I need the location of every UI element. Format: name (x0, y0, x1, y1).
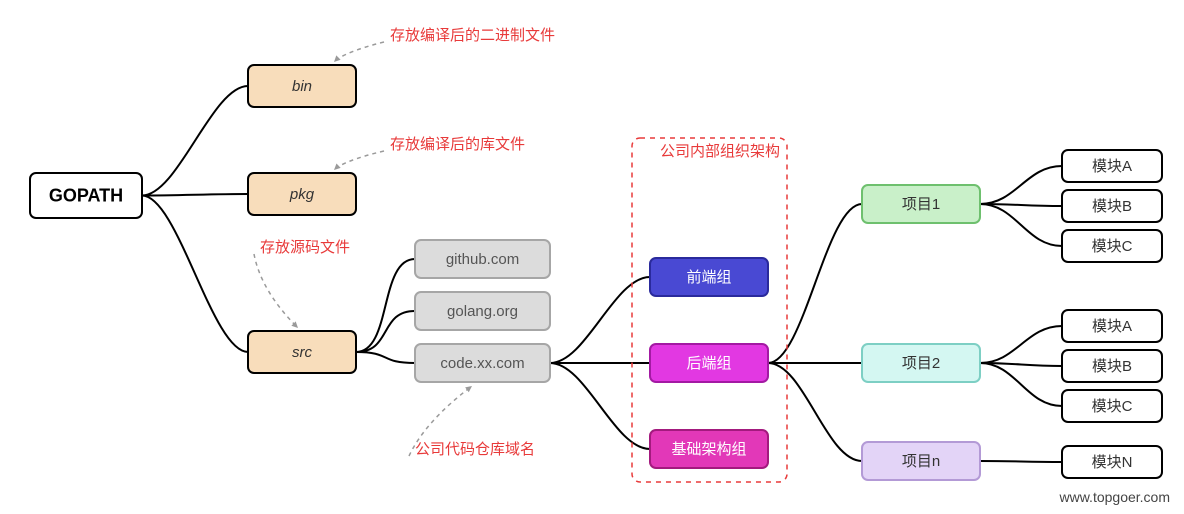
edge-proj2-m2c (980, 363, 1062, 406)
edge-src-codexx (356, 352, 415, 363)
annotation-ann_code: 公司代码仓库域名 (415, 441, 535, 458)
node-label-infra: 基础架构组 (671, 441, 746, 458)
node-label-proj2: 项目2 (902, 355, 940, 372)
node-label-github: github.com (446, 251, 519, 268)
annotation-arrow-ann_bin (334, 42, 384, 62)
nodes-layer: GOPATH bin pkg src github.com golang.org code.… (30, 65, 1162, 480)
node-m1a: 模块A (1062, 150, 1162, 182)
annotation-arrowhead-ann_src (291, 321, 298, 328)
node-label-gopath: GOPATH (49, 185, 123, 205)
node-src: src (248, 331, 356, 373)
node-label-m1b: 模块B (1092, 198, 1132, 215)
node-label-backend: 后端组 (686, 355, 731, 372)
edge-gopath-src (142, 196, 248, 353)
node-golang: golang.org (415, 292, 550, 330)
edge-gopath-pkg (142, 194, 248, 196)
annotation-arrow-ann_src (254, 254, 298, 328)
node-m1b: 模块B (1062, 190, 1162, 222)
node-label-src: src (292, 344, 312, 361)
edges-layer (142, 86, 1062, 462)
node-proj1: 项目1 (862, 185, 980, 223)
node-proj2: 项目2 (862, 344, 980, 382)
diagram-canvas: 公司内部组织架构 存放编译后的二进制文件存放编译后的库文件存放源码文件公司代码仓库… (0, 0, 1184, 514)
node-infra: 基础架构组 (650, 430, 768, 468)
node-label-m2a: 模块A (1092, 318, 1132, 335)
edge-codexx-infra (550, 363, 650, 449)
annotation-ann_bin: 存放编译后的二进制文件 (390, 27, 555, 44)
edge-src-github (356, 259, 415, 352)
annotation-ann_src: 存放源码文件 (260, 239, 350, 256)
annotation-arrowhead-ann_code (465, 386, 472, 392)
node-github: github.com (415, 240, 550, 278)
node-label-pkg: pkg (289, 186, 315, 203)
edge-proj2-m2a (980, 326, 1062, 363)
node-m1c: 模块C (1062, 230, 1162, 262)
node-mnN: 模块N (1062, 446, 1162, 478)
node-label-frontend: 前端组 (686, 269, 731, 286)
node-m2c: 模块C (1062, 390, 1162, 422)
annotation-arrow-ann_pkg (334, 151, 384, 170)
node-label-projn: 项目n (902, 453, 940, 470)
edge-backend-projn (768, 363, 862, 461)
node-label-m2c: 模块C (1092, 398, 1133, 415)
edge-projn-mnN (980, 461, 1062, 462)
annotation-arrowhead-ann_pkg (334, 163, 341, 170)
edge-backend-proj1 (768, 204, 862, 363)
annotation-ann_pkg: 存放编译后的库文件 (390, 136, 525, 153)
node-bin: bin (248, 65, 356, 107)
group-box-label: 公司内部组织架构 (660, 143, 780, 160)
node-projn: 项目n (862, 442, 980, 480)
edge-gopath-bin (142, 86, 248, 196)
node-label-codexx: code.xx.com (440, 355, 524, 372)
edge-src-golang (356, 311, 415, 352)
node-label-golang: golang.org (447, 303, 518, 320)
node-label-m2b: 模块B (1092, 358, 1132, 375)
node-label-proj1: 项目1 (902, 196, 940, 213)
node-codexx: code.xx.com (415, 344, 550, 382)
node-frontend: 前端组 (650, 258, 768, 296)
edge-proj1-m1a (980, 166, 1062, 204)
node-label-m1a: 模块A (1092, 158, 1132, 175)
node-m2b: 模块B (1062, 350, 1162, 382)
node-label-bin: bin (292, 78, 312, 95)
node-pkg: pkg (248, 173, 356, 215)
node-m2a: 模块A (1062, 310, 1162, 342)
annotation-arrowhead-ann_bin (334, 55, 341, 62)
node-label-mnN: 模块N (1092, 454, 1133, 471)
edge-proj1-m1c (980, 204, 1062, 246)
node-backend: 后端组 (650, 344, 768, 382)
watermark: www.topgoer.com (1059, 489, 1171, 505)
edge-codexx-frontend (550, 277, 650, 363)
node-label-m1c: 模块C (1092, 238, 1133, 255)
node-gopath: GOPATH (30, 173, 142, 218)
